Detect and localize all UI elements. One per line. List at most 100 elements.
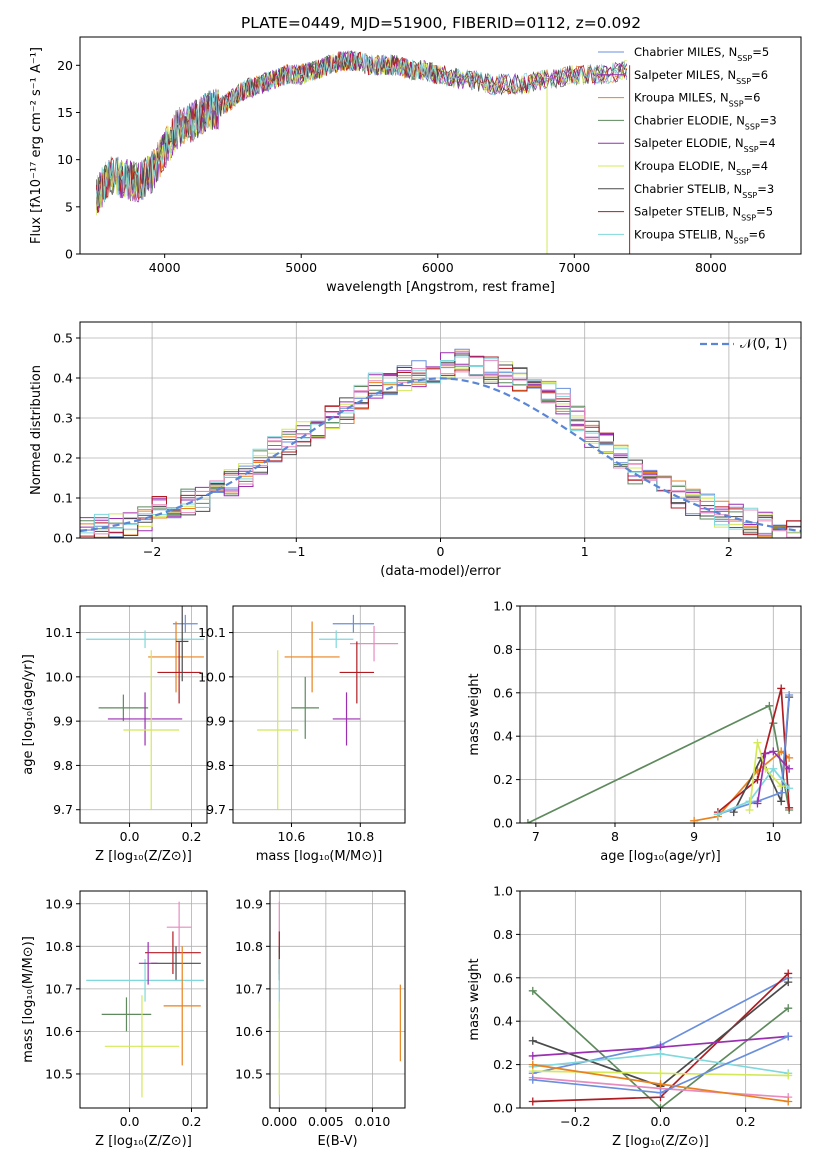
legend-label: Salpeter MILES, NSSP=6 xyxy=(634,68,768,86)
axes-frame xyxy=(232,605,406,824)
y-tick-label: 0.8 xyxy=(493,927,513,942)
x-tick-label: 10 xyxy=(765,829,781,844)
y-tick-label: 0.4 xyxy=(53,371,73,386)
plot-area xyxy=(80,348,801,538)
y-tick-label: 0.8 xyxy=(493,642,513,657)
weight-line xyxy=(532,990,789,1108)
weight-marker xyxy=(690,816,699,823)
weight-marker xyxy=(753,738,762,747)
plot-area xyxy=(278,901,401,1096)
y-tick-label: 10.8 xyxy=(235,939,263,954)
weight-marker xyxy=(769,747,778,756)
axes-frame xyxy=(79,36,802,255)
legend-label: Salpeter STELIB, NSSP=5 xyxy=(634,205,773,223)
y-axis-label: Flux [fλ10⁻¹⁷ erg cm⁻² s⁻¹ A⁻¹] xyxy=(29,47,44,244)
legend-label: Kroupa STELIB, NSSP=6 xyxy=(634,227,765,245)
x-tick-label: 9 xyxy=(690,829,698,844)
spectrum-line xyxy=(96,51,628,207)
weight-marker xyxy=(784,978,793,987)
weight-marker xyxy=(656,1069,665,1078)
x-axis-label: mass [log₁₀(M/M⊙)] xyxy=(256,849,383,864)
plot-area xyxy=(86,901,204,1098)
y-axis-label: mass weight xyxy=(467,673,482,755)
x-tick-label: 0.010 xyxy=(355,1114,391,1129)
weight-marker xyxy=(523,819,532,823)
y-tick-label: 20 xyxy=(57,58,73,73)
weight-line xyxy=(756,750,790,804)
plot-area xyxy=(96,50,631,254)
weight-marker xyxy=(784,1032,793,1041)
y-tick-label: 0.2 xyxy=(53,451,73,466)
weight-marker xyxy=(769,764,778,773)
y-tick-label: 10.5 xyxy=(45,1066,73,1081)
x-tick-label: 0.000 xyxy=(261,1114,297,1129)
weight-line xyxy=(717,767,790,816)
y-tick-label: 10.1 xyxy=(198,625,226,640)
y-tick-label: 0.2 xyxy=(493,1057,513,1072)
x-tick-label: 2 xyxy=(725,544,733,559)
y-tick-label: 0.6 xyxy=(493,685,513,700)
histogram-step xyxy=(80,360,801,538)
axes-frame xyxy=(269,890,406,1109)
legend-label: 𝒩(0, 1) xyxy=(740,337,787,352)
weight-line xyxy=(717,694,790,816)
legend-label: Salpeter ELODIE, NSSP=4 xyxy=(634,136,776,154)
y-tick-label: 10.8 xyxy=(45,939,73,954)
chart-weight_vs_Z: −0.2 0.0 0.2 0.0 0.2 0.4 0.6 0.8 1.0 Z [log₁₀(Z/Z… xyxy=(467,884,802,1149)
weight-marker xyxy=(784,1097,793,1106)
weight-marker xyxy=(528,1075,537,1084)
chart-spectrum: Chabrier MILES, NSSP=5 Salpeter MILES, NS… xyxy=(29,36,802,295)
x-tick-label: 8 xyxy=(611,829,619,844)
y-tick-label: 1.0 xyxy=(493,599,513,614)
y-tick-label: 5 xyxy=(65,199,73,214)
chart-mass_vs_Z: 0.0 0.2 10.5 10.6 10.7 10.8 10.9 Z [log₁₀(Z/Z⊙)… xyxy=(21,890,208,1149)
gaussian-curve xyxy=(80,377,801,533)
plot-area xyxy=(523,684,794,823)
x-axis-label: E(B-V) xyxy=(317,1134,357,1149)
weight-marker xyxy=(785,803,794,812)
y-tick-label: 10.0 xyxy=(45,669,73,684)
y-tick-label: 10.6 xyxy=(45,1024,73,1039)
weight-marker xyxy=(777,797,786,806)
weight-line xyxy=(527,704,790,823)
weight-marker xyxy=(784,969,793,978)
y-axis-label: age [log₁₀(age/yr)] xyxy=(21,654,36,775)
legend-label: Chabrier ELODIE, NSSP=3 xyxy=(634,113,777,130)
y-tick-label: 10 xyxy=(57,152,73,167)
x-tick-label: −0.2 xyxy=(560,1114,590,1129)
x-tick-label: 4000 xyxy=(149,260,181,275)
weight-marker xyxy=(785,784,794,793)
axes-frame xyxy=(79,605,208,824)
x-axis-label: wavelength [Angstrom, rest frame] xyxy=(326,280,555,295)
weight-marker xyxy=(713,810,722,819)
x-tick-label: 10.6 xyxy=(278,829,306,844)
chart-residuals: 𝒩(0, 1) −2 −1 0 1 2 0.0 0.1 0.2 0.3 0.4 0.5 (data-mo… xyxy=(29,321,802,579)
weight-marker xyxy=(528,1051,537,1060)
weight-marker xyxy=(745,805,754,814)
y-tick-label: 0.5 xyxy=(53,331,73,346)
axes-frame xyxy=(79,890,208,1109)
y-tick-label: 0.3 xyxy=(53,411,73,426)
y-tick-label: 10.9 xyxy=(235,896,263,911)
y-axis-label: mass [log₁₀(M/M⊙)] xyxy=(21,936,36,1063)
y-tick-label: 10.7 xyxy=(45,981,73,996)
y-tick-label: 9.9 xyxy=(53,714,73,729)
x-tick-label: 7000 xyxy=(558,260,590,275)
y-tick-label: 0.4 xyxy=(493,1014,513,1029)
x-tick-label: 0.0 xyxy=(651,1114,671,1129)
weight-marker xyxy=(528,1097,537,1106)
y-tick-label: 0.0 xyxy=(493,1101,513,1116)
y-tick-label: 0.6 xyxy=(493,970,513,985)
plot-area xyxy=(257,614,399,810)
x-tick-label: 0.0 xyxy=(120,1114,140,1129)
legend-label: Kroupa ELODIE, NSSP=4 xyxy=(634,159,768,177)
chart-age_vs_mass: 10.6 10.8 9.7 9.8 9.9 10.0 10.1 mass [log₁₀(M/M… xyxy=(198,605,406,864)
weight-marker xyxy=(784,1004,793,1013)
y-tick-label: 10.7 xyxy=(235,981,263,996)
y-tick-label: 9.8 xyxy=(53,758,73,773)
weight-marker xyxy=(765,701,774,710)
weight-marker xyxy=(656,1088,665,1097)
weight-marker xyxy=(777,684,786,693)
y-axis-label: mass weight xyxy=(467,958,482,1040)
